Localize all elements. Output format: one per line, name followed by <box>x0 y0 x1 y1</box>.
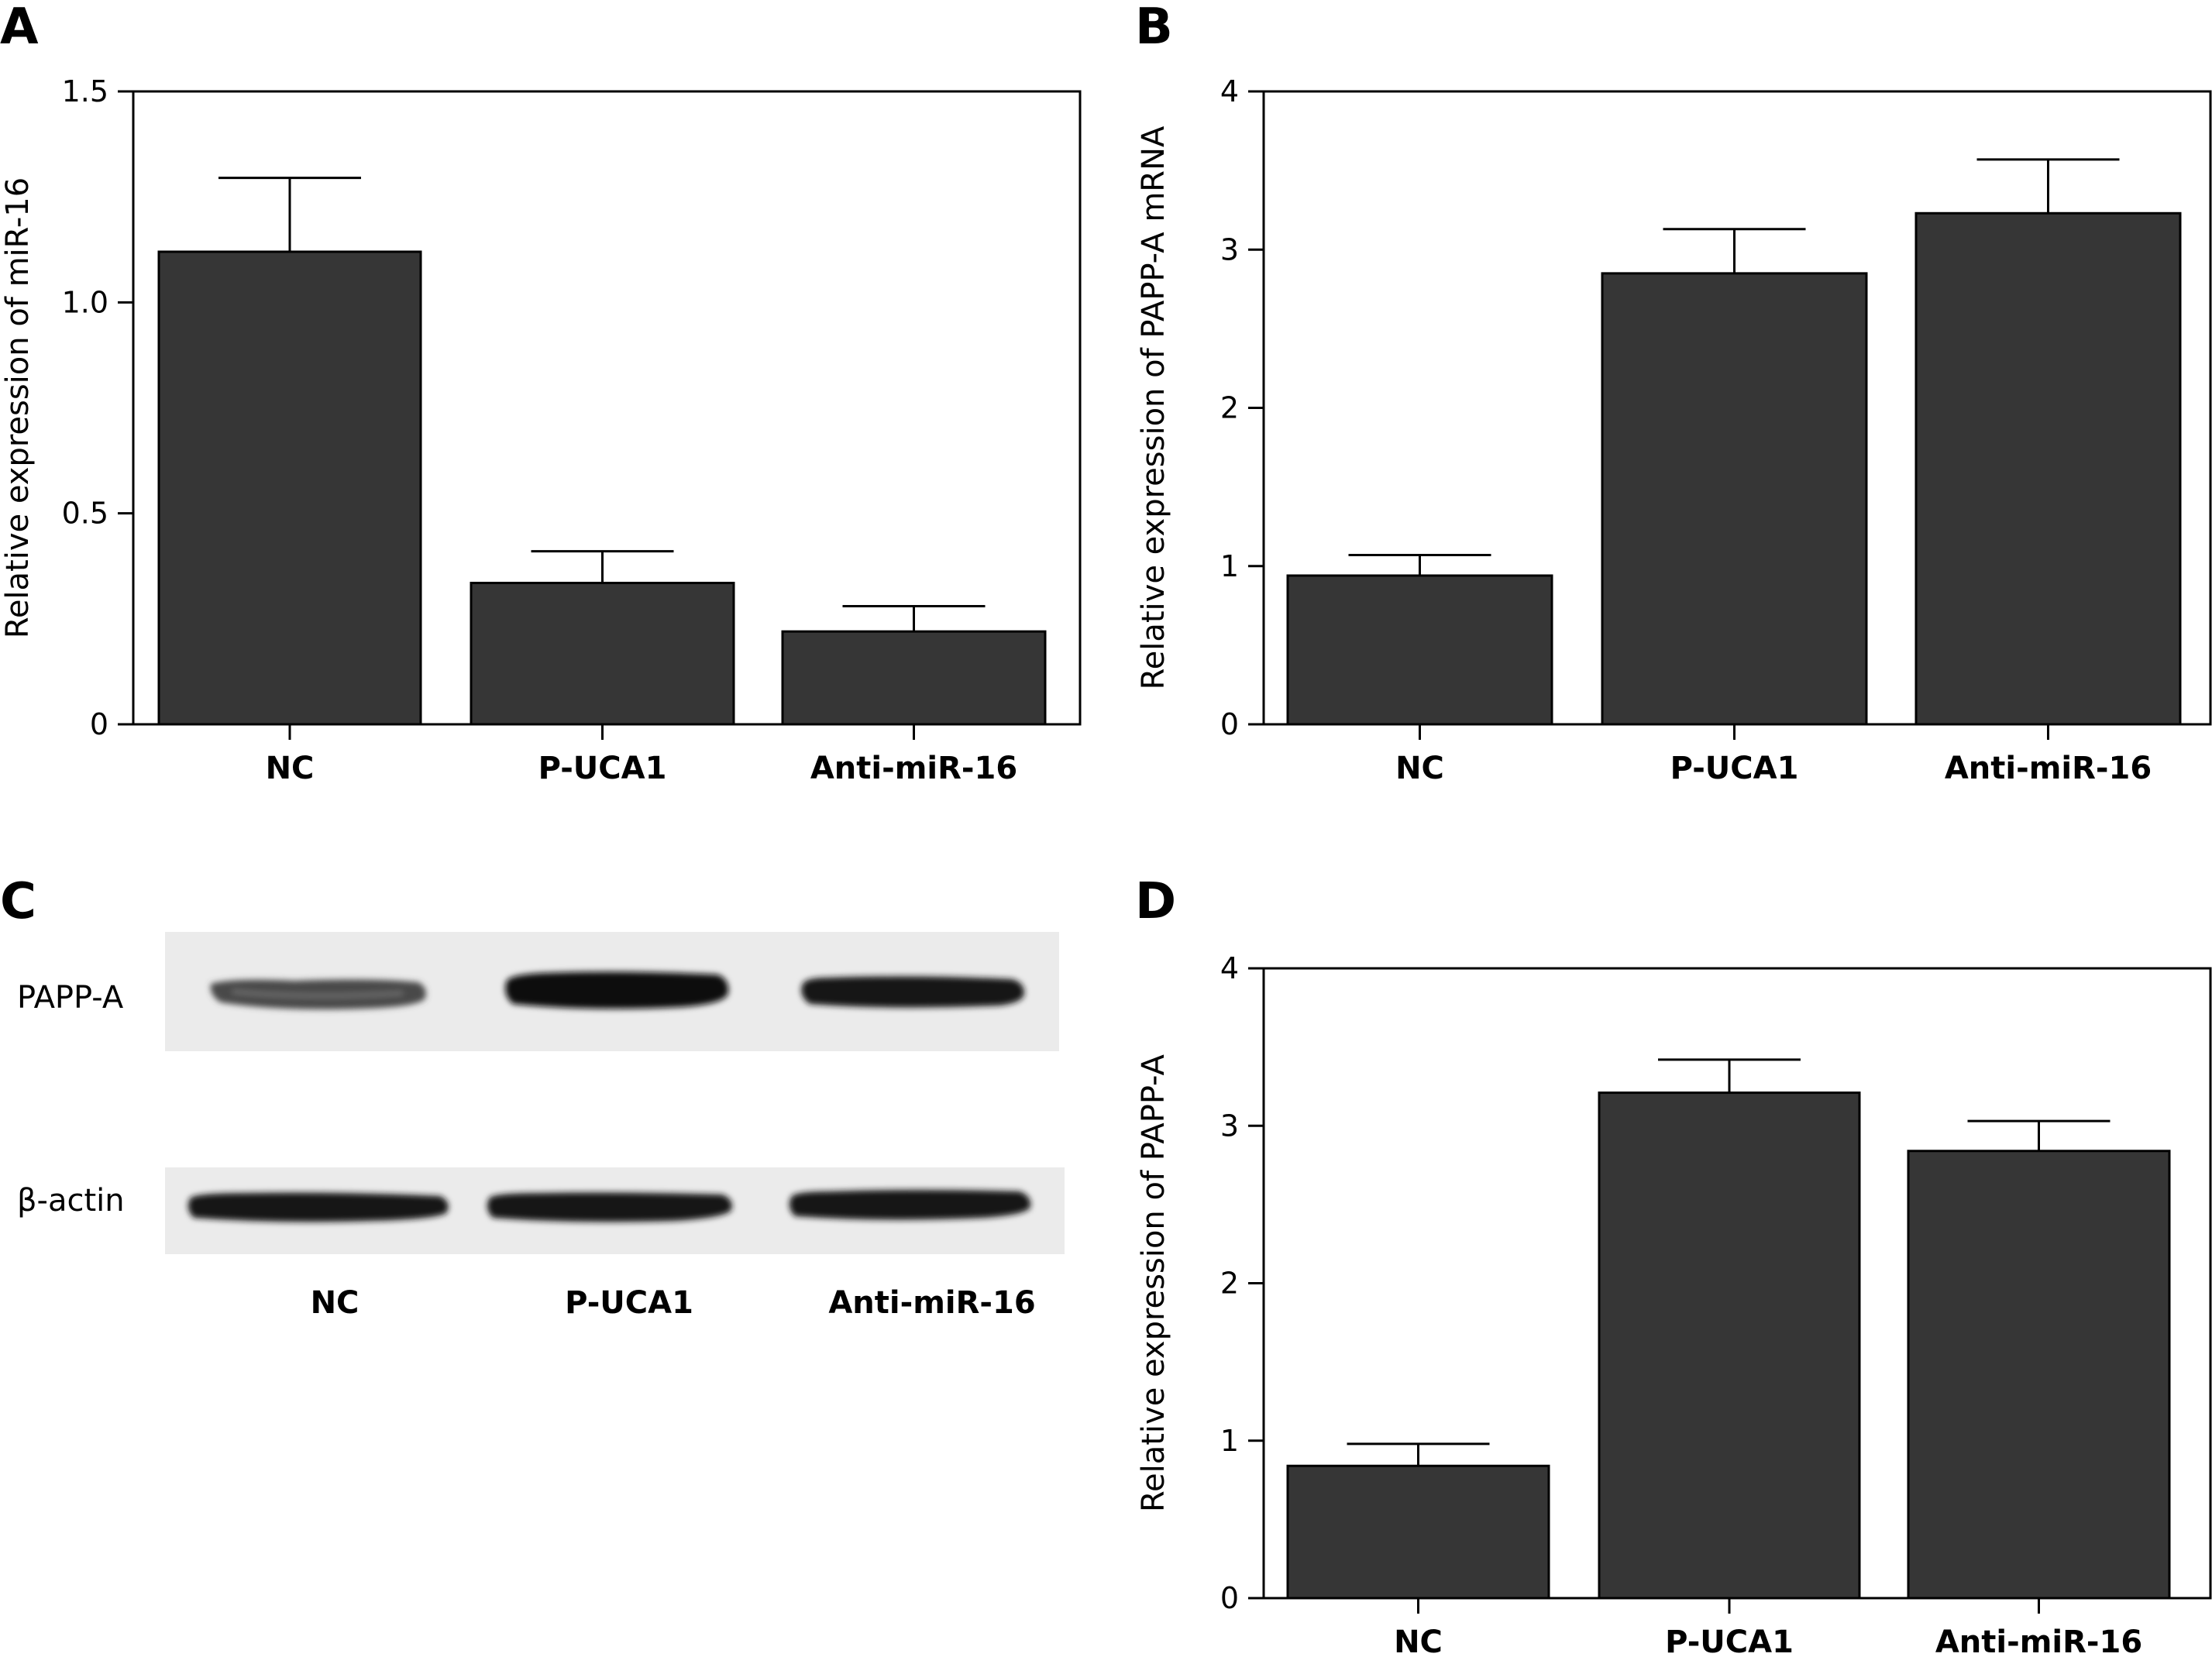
chart-a-category-label-nc: NC <box>266 751 315 786</box>
chart-a-category-label-p-uca1: P-UCA1 <box>538 751 667 786</box>
blot-band-beta-actin-nc <box>187 1192 449 1222</box>
chart-b-category-label-nc: NC <box>1395 751 1444 786</box>
chart-b-y-tick-label: 0 <box>1220 707 1239 741</box>
chart-d-y-tick-label: 3 <box>1220 1109 1239 1143</box>
blot-row-label-papp-a: PAPP-A <box>17 980 124 1016</box>
chart-a: 0 0.5 1.0 1.5 NC P-UCA1 Anti-miR-16 Relative ex… <box>0 74 1082 786</box>
chart-b-bar-nc <box>1286 574 1553 726</box>
panel-label-b: B <box>1135 0 1173 56</box>
chart-a-y-tick-label: 0.5 <box>62 497 108 531</box>
blot-band-papp-a-anti-mir-16 <box>801 976 1024 1008</box>
chart-b-category-label-anti-mir-16: Anti-miR-16 <box>1945 751 2152 786</box>
chart-d-y-tick-label: 1 <box>1220 1424 1239 1458</box>
chart-d-category-label-p-uca1: P-UCA1 <box>1665 1624 1794 1657</box>
blot-lane-label-anti-mir-16: Anti-miR-16 <box>828 1285 1035 1321</box>
chart-d: 0 1 2 3 4 NC P-UCA1 Anti-miR-16 Relative express… <box>1136 951 2212 1657</box>
chart-a-bar-p-uca1 <box>470 582 735 726</box>
blot-lane-label-nc: NC <box>311 1285 359 1321</box>
chart-b-y-tick-label: 2 <box>1220 391 1239 425</box>
chart-d-y-axis-label: Relative expression of PAPP-A <box>1136 1054 1171 1512</box>
chart-d-bar-nc <box>1286 1464 1550 1600</box>
chart-b-category-label-p-uca1: P-UCA1 <box>1670 751 1799 786</box>
chart-b-bar-p-uca1 <box>1601 272 1868 726</box>
chart-a-y-tick-label: 1.5 <box>62 74 108 108</box>
chart-d-bar-anti-mir-16 <box>1907 1150 2171 1600</box>
chart-a-bar-anti-mir-16 <box>781 630 1047 726</box>
chart-b: 0 1 2 3 4 NC P-UCA1 Anti-miR-16 Relative express… <box>1136 74 2212 786</box>
chart-a-y-tick-label: 1.0 <box>62 285 108 319</box>
chart-d-bar-p-uca1 <box>1598 1091 1861 1600</box>
chart-a-y-tick-label: 0 <box>90 707 108 741</box>
blot-band-papp-a-p-uca1 <box>505 971 729 1009</box>
chart-a-category-label-anti-mir-16: Anti-miR-16 <box>810 751 1017 786</box>
chart-d-y-tick-label: 4 <box>1220 951 1239 985</box>
blot-lane-label-p-uca1: P-UCA1 <box>565 1285 693 1321</box>
blot-row-label-beta-actin: β-actin <box>17 1183 125 1219</box>
blot-band-beta-actin-anti-mir-16 <box>789 1190 1031 1220</box>
panel-label-a: A <box>0 0 39 56</box>
chart-b-y-axis-label: Relative expression of PAPP-A mRNA <box>1136 125 1171 689</box>
chart-a-y-axis-label: Relative expression of miR-16 <box>0 177 36 638</box>
chart-a-bar-nc <box>157 250 422 726</box>
chart-d-category-label-nc: NC <box>1394 1624 1443 1657</box>
chart-d-category-label-anti-mir-16: Anti-miR-16 <box>1935 1624 2142 1657</box>
chart-b-bar-anti-mir-16 <box>1914 211 2182 726</box>
chart-b-y-tick-label: 4 <box>1220 74 1239 108</box>
chart-b-y-tick-label: 1 <box>1220 549 1239 583</box>
chart-d-y-tick-label: 2 <box>1220 1267 1239 1301</box>
panel-label-d: D <box>1135 873 1176 930</box>
blot-band-papp-a-nc <box>210 979 426 1009</box>
chart-b-y-tick-label: 3 <box>1220 232 1239 266</box>
chart-d-y-tick-label: 0 <box>1220 1581 1239 1615</box>
panel-label-c: C <box>0 873 36 930</box>
western-blot: PAPP-A β-actin NC P-UCA1 Anti-miR-16 <box>17 932 1065 1321</box>
blot-band-beta-actin-p-uca1 <box>487 1192 732 1222</box>
